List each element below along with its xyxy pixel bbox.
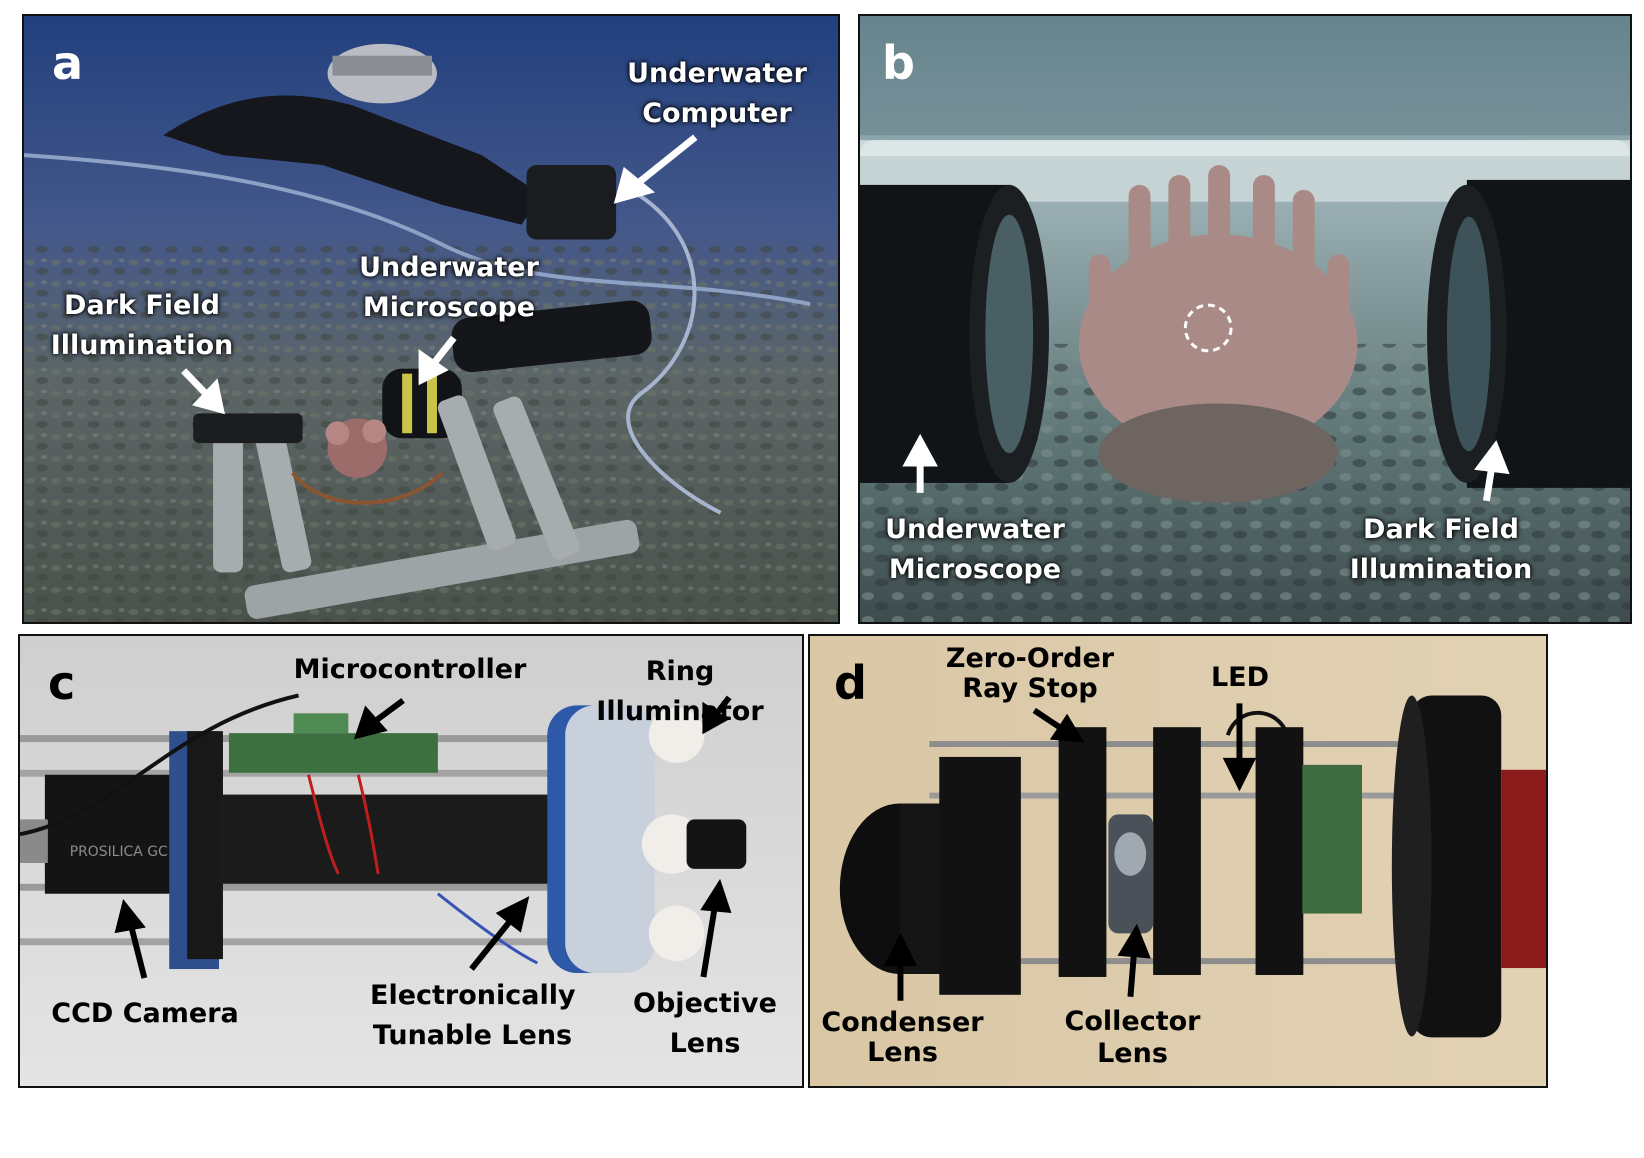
label-dark-field-illumination-b: Dark Field Illumination — [1349, 514, 1533, 585]
label-ring-illuminator: Ring Illuminator — [596, 656, 764, 727]
panel-b-letter: b — [882, 36, 915, 90]
panel-c: PROSILICA GC c Microcontroller Ring Illu… — [18, 634, 804, 1088]
camera-brand-text: PROSILICA GC — [70, 844, 168, 860]
label-ccd-camera: CCD Camera — [51, 998, 239, 1029]
panel-d-letter: d — [834, 656, 867, 710]
label-objective-lens: Objective Lens — [633, 988, 777, 1059]
panel-c-letter: c — [48, 656, 76, 710]
label-condenser-lens: Condenser Lens — [821, 1007, 984, 1068]
label-collector-lens: Collector Lens — [1064, 1006, 1201, 1069]
panel-d-photo — [810, 636, 1546, 1086]
panel-b: b Underwater Microscope Dark Field Illum… — [858, 14, 1632, 624]
label-dark-field-illumination-a: Dark Field Illumination — [50, 290, 234, 361]
label-electronically-tunable-lens: Electronically Tunable Lens — [370, 980, 576, 1051]
label-underwater-microscope-a: Underwater Microscope — [359, 252, 539, 323]
label-underwater-microscope-b: Underwater Microscope — [885, 514, 1065, 585]
label-underwater-computer: Underwater Computer — [627, 58, 807, 129]
panel-b-photo — [860, 16, 1630, 622]
panel-c-photo: PROSILICA GC — [20, 636, 802, 1086]
label-led: LED — [1210, 662, 1270, 693]
panel-a-photo — [24, 16, 838, 622]
label-zero-order-ray-stop: Zero-Order Ray Stop — [945, 643, 1115, 704]
panel-a: a Underwater Computer Underwater Microsc… — [22, 14, 840, 624]
label-microcontroller: Microcontroller — [293, 654, 527, 685]
panel-d: d Zero-Order Ray Stop LED Condenser Lens… — [808, 634, 1548, 1088]
panel-a-letter: a — [52, 36, 84, 90]
